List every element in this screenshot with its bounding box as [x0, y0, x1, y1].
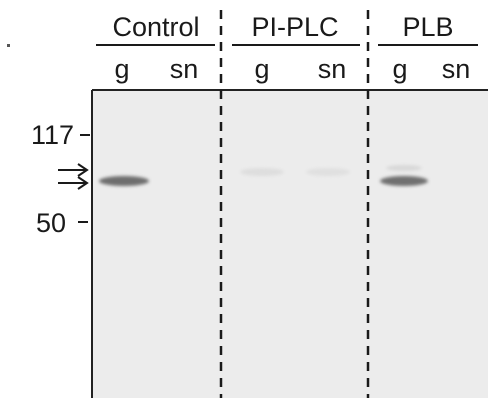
membrane [92, 90, 488, 398]
group-label: PLB [402, 12, 453, 42]
lane-label: sn [442, 54, 471, 84]
band [380, 176, 428, 186]
marker-label: 50 [36, 208, 66, 238]
lane-label: sn [170, 54, 199, 84]
blot-figure: Control PI-PLC PLB g sn g sn g sn 117 50 [0, 0, 488, 398]
band [99, 176, 149, 186]
faint-band [306, 168, 350, 176]
lane-label: g [392, 54, 407, 84]
lane-label: g [114, 54, 129, 84]
speck [7, 44, 10, 47]
group-label: Control [112, 12, 199, 42]
group-label: PI-PLC [251, 12, 338, 42]
band-arrows [58, 164, 87, 189]
lane-label: g [254, 54, 269, 84]
faint-band [240, 168, 284, 176]
faint-band [386, 165, 422, 171]
marker-label: 117 [31, 120, 74, 150]
lane-label: sn [318, 54, 347, 84]
page: {"groups": [ {"label": "Control", "lanes… [0, 0, 488, 398]
